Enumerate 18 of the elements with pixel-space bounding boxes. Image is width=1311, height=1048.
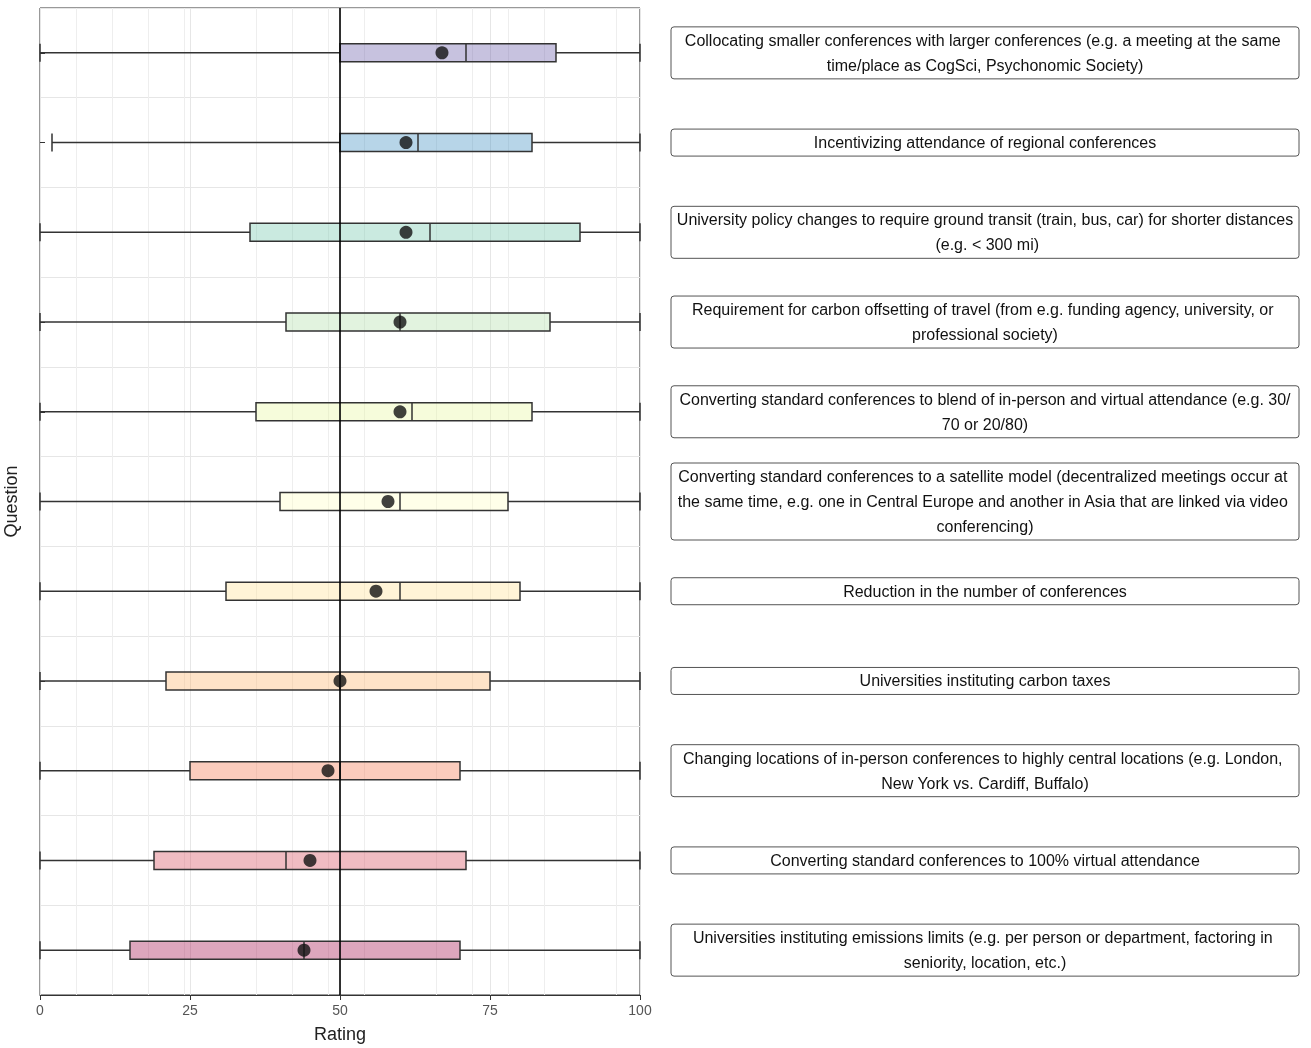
y-tick-label: Universities instituting carbon taxes — [859, 672, 1111, 690]
x-tick-label: 75 — [482, 1002, 498, 1018]
y-tick-label: Converting standard conferences to 100% virtual attendance — [770, 851, 1200, 869]
y-tick-label: Converting standard conferences to a satellite model (decentralized meetings occur at the same time, e.g. one in Central Europe and another in Asia that are linked via video conferencing) — [677, 468, 1293, 535]
x-axis-title: Rating — [313, 1024, 367, 1044]
y-tick-label: Collocating smaller conferences with larger conferences (e.g. a meeting at the same time/place as CogSci, Psychonomic Society) — [684, 31, 1286, 74]
y-tick-label: Reduction in the number of conferences — [843, 582, 1127, 600]
x-tick-label: 50 — [332, 1002, 348, 1018]
y-tick-label: University policy changes to require ground transit (train, bus, car) for shorter distances (e.g. < 300 mi) — [676, 211, 1294, 254]
y-tick-label: Universities instituting emissions limits (e.g. per person or department, factoring in seniority, location, etc.) — [692, 929, 1278, 972]
y-tick-label: Incentivizing attendance of regional conferences — [813, 134, 1157, 152]
y-axis-title: Question — [1, 465, 21, 538]
x-tick-label: 0 — [36, 1002, 45, 1018]
x-tick-label: 100 — [628, 1002, 652, 1018]
y-tick-label: Requirement for carbon offsetting of travel (from e.g. funding agency, university, or professional society) — [691, 301, 1279, 344]
y-tick-label: Converting standard conferences to blend of in-person and virtual attendance (e.g. 30/70 or 20/80) — [679, 390, 1292, 433]
y-tick-label: Changing locations of in-person conferences to highly central locations (e.g. London, New York vs. Cardiff, Buffalo) — [683, 749, 1287, 792]
x-tick-label: 25 — [182, 1002, 198, 1018]
